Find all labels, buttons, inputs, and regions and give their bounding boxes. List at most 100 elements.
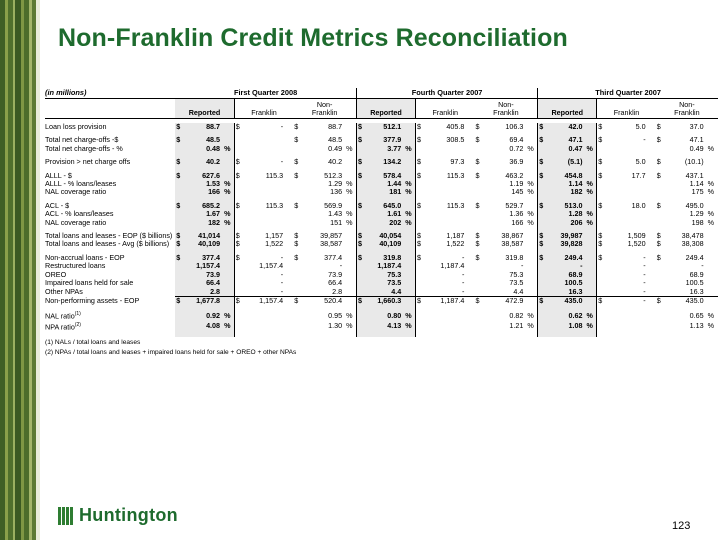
currency-symbol <box>233 270 243 280</box>
currency-symbol: $ <box>294 253 299 262</box>
gap-cell <box>233 153 243 159</box>
gap-cell <box>222 227 235 233</box>
cell-value: - <box>643 262 646 271</box>
row-gap <box>45 131 718 137</box>
percent-sign <box>285 262 293 270</box>
currency-symbol: $ <box>537 171 546 181</box>
gap-cell <box>355 196 365 202</box>
currency-symbol <box>414 287 424 297</box>
non-franklin-header-line2: Franklin <box>674 108 700 118</box>
percent-sign <box>466 279 474 287</box>
gap-cell <box>403 166 416 172</box>
cell-value <box>605 188 648 196</box>
currency-symbol: $ <box>175 240 184 249</box>
percent-sign <box>466 254 474 262</box>
currency-symbol <box>175 144 184 154</box>
percent-sign: % <box>707 188 715 197</box>
percent-sign <box>285 123 293 131</box>
currency-symbol <box>414 262 424 271</box>
currency-symbol: $ <box>656 171 661 180</box>
gap-cell <box>537 227 546 233</box>
cell-value: 115.3 <box>446 201 465 210</box>
gap-cell <box>584 331 597 337</box>
currency-symbol: $ <box>294 201 299 210</box>
percent-sign <box>706 123 718 131</box>
table-row: NAL coverage ratio 182% 151% 202% 166% 206% 19… <box>45 218 718 228</box>
percent-sign <box>285 145 293 153</box>
currency-symbol: $ <box>293 295 302 306</box>
gap-cell <box>233 196 243 202</box>
row-label-text: ACL - $ <box>45 201 70 210</box>
percent-sign: % <box>403 210 416 219</box>
percent-sign <box>344 232 356 240</box>
currency-symbol: $ <box>475 232 480 241</box>
percent-sign <box>403 270 416 280</box>
cell-value: 0.48 <box>183 144 223 154</box>
percent-sign <box>222 136 235 145</box>
cell-value: 1.14 <box>689 180 704 189</box>
row-label-text: Impaired loans held for sale <box>45 279 134 288</box>
percent-sign <box>222 171 235 181</box>
gap-cell <box>584 227 597 233</box>
gap-cell <box>222 331 235 337</box>
currency-symbol <box>537 144 546 154</box>
currency-symbol: $ <box>596 240 605 249</box>
currency-symbol: $ <box>537 253 546 263</box>
gap-cell <box>175 131 184 137</box>
cell-value: 0.47 <box>545 144 585 154</box>
cell-value <box>605 210 648 218</box>
currency-symbol <box>656 188 664 196</box>
currency-symbol <box>175 321 184 332</box>
cell-value: 48.5 <box>328 136 343 145</box>
percent-sign <box>466 136 474 144</box>
percent-sign <box>525 136 537 144</box>
cell-value: 181 <box>364 188 404 197</box>
gap-cell <box>183 166 223 172</box>
currency-symbol <box>475 288 483 297</box>
cell-value: 1.19 <box>509 180 524 189</box>
currency-symbol <box>233 262 243 271</box>
gap-cell <box>596 248 605 254</box>
gap-cell <box>183 196 223 202</box>
percent-sign <box>403 201 416 211</box>
currency-symbol: $ <box>355 158 365 167</box>
percent-sign <box>344 254 356 262</box>
percent-sign <box>222 295 235 306</box>
percent-sign <box>344 279 356 287</box>
row-label: Total loans and leases - EOP ($ billions… <box>45 232 175 240</box>
percent-sign: % <box>403 310 416 322</box>
cell-value: 1.44 <box>364 180 404 189</box>
gap-cell <box>584 166 597 172</box>
currency-symbol <box>475 310 483 321</box>
percent-sign <box>525 172 537 180</box>
footnote-marker: (2) <box>74 322 81 329</box>
row-label: Total loans and leases - Avg ($ billions… <box>45 240 175 248</box>
percent-sign <box>222 287 235 297</box>
currency-symbol: $ <box>596 123 605 132</box>
cell-value: 39,828 <box>545 240 585 249</box>
currency-symbol: $ <box>596 136 605 145</box>
row-label: Total net charge-offs - % <box>45 145 175 153</box>
percent-sign <box>285 321 293 332</box>
percent-sign: % <box>222 210 235 219</box>
percent-sign <box>584 253 597 263</box>
gap-cell <box>233 166 243 172</box>
percent-sign <box>584 201 597 211</box>
gap-cell <box>596 131 605 137</box>
gap-cell <box>414 153 424 159</box>
gap-cell <box>537 196 546 202</box>
percent-sign <box>285 279 293 287</box>
cell-value: 437.1 <box>685 171 704 180</box>
cell-value: 1.29 <box>689 210 704 219</box>
cell-value: 36.9 <box>509 158 524 167</box>
currency-symbol <box>537 188 546 197</box>
cell-value: 151 <box>330 218 343 227</box>
gap-cell <box>584 153 597 159</box>
percent-sign: % <box>403 188 416 197</box>
cell-value: - <box>643 279 646 288</box>
currency-symbol: $ <box>656 123 661 131</box>
currency-symbol: $ <box>656 201 661 210</box>
currency-symbol: $ <box>537 136 546 145</box>
currency-symbol <box>293 321 301 332</box>
percent-sign <box>466 158 474 166</box>
